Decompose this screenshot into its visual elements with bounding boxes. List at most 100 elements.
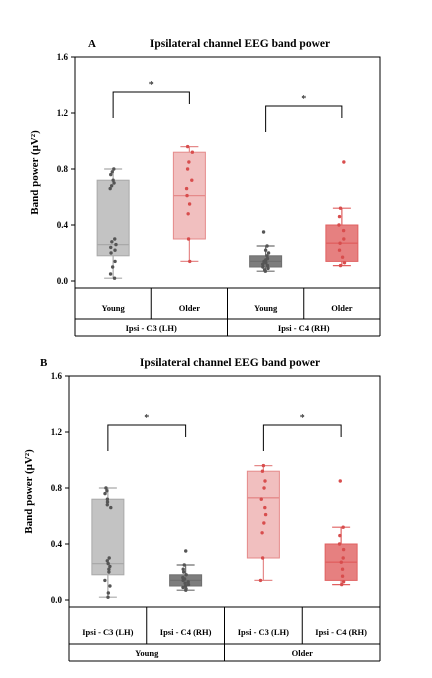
data-point bbox=[266, 251, 271, 255]
data-point bbox=[338, 533, 342, 538]
data-point bbox=[186, 212, 190, 216]
y-tick-label: 0.8 bbox=[51, 483, 63, 493]
chart-title: Ipsilateral channel EEG band power bbox=[150, 38, 330, 50]
data-point bbox=[263, 512, 268, 517]
data-point bbox=[185, 193, 189, 198]
data-point bbox=[265, 254, 269, 258]
data-point bbox=[109, 505, 113, 510]
box-group bbox=[324, 479, 358, 587]
data-point bbox=[260, 469, 265, 473]
data-point bbox=[181, 567, 185, 571]
data-point bbox=[104, 486, 108, 490]
data-point bbox=[112, 167, 116, 171]
data-point bbox=[113, 248, 117, 252]
data-point bbox=[187, 160, 191, 164]
data-point bbox=[109, 184, 114, 188]
data-point bbox=[260, 531, 264, 535]
data-point bbox=[263, 248, 268, 252]
data-point bbox=[181, 575, 185, 580]
data-point bbox=[105, 559, 109, 563]
data-point bbox=[184, 573, 188, 577]
data-point bbox=[186, 580, 190, 584]
data-point bbox=[342, 261, 347, 265]
category-label: Young bbox=[254, 303, 278, 313]
category-label: Ipsi - C3 (LH) bbox=[82, 627, 133, 637]
data-point bbox=[184, 587, 188, 591]
category-label: Older bbox=[179, 303, 200, 313]
data-point bbox=[110, 265, 115, 269]
data-point bbox=[103, 491, 107, 496]
data-point bbox=[108, 272, 113, 276]
data-point bbox=[342, 160, 346, 164]
data-point bbox=[184, 549, 188, 553]
data-point bbox=[114, 242, 118, 247]
y-tick-label: 0.4 bbox=[57, 220, 69, 230]
data-point bbox=[261, 463, 266, 468]
data-point bbox=[339, 560, 343, 564]
data-point bbox=[106, 591, 111, 595]
data-point bbox=[109, 251, 113, 255]
data-point bbox=[265, 244, 269, 248]
y-tick-label: 1.6 bbox=[51, 371, 63, 381]
y-tick-label: 1.2 bbox=[57, 108, 69, 118]
data-point bbox=[261, 230, 266, 234]
box-group bbox=[169, 549, 203, 592]
data-point bbox=[340, 255, 345, 259]
data-point bbox=[108, 584, 112, 588]
data-point bbox=[339, 582, 344, 587]
significance-star: * bbox=[301, 94, 306, 105]
data-point bbox=[338, 263, 343, 268]
y-tick-label: 0.8 bbox=[57, 164, 69, 174]
box-group bbox=[246, 463, 280, 583]
data-point bbox=[337, 248, 342, 252]
data-point bbox=[263, 479, 267, 483]
box-group bbox=[172, 144, 206, 264]
data-point bbox=[109, 172, 113, 177]
group-label: Ipsi - C4 (RH) bbox=[278, 323, 330, 333]
data-point bbox=[263, 505, 267, 510]
data-point bbox=[106, 595, 110, 599]
data-point bbox=[262, 486, 266, 490]
data-point bbox=[266, 266, 270, 271]
significance-bracket bbox=[107, 424, 187, 451]
data-point bbox=[108, 186, 112, 191]
data-point bbox=[341, 228, 346, 233]
data-point bbox=[110, 240, 114, 244]
y-tick-label: 1.2 bbox=[51, 427, 63, 437]
y-axis-label: Band power (μV²) bbox=[29, 130, 41, 215]
group-label: Ipsi - C3 (LH) bbox=[126, 323, 177, 333]
panel-letter: A bbox=[88, 38, 96, 50]
data-point bbox=[262, 521, 266, 525]
data-point bbox=[259, 497, 263, 501]
data-point bbox=[185, 167, 190, 171]
data-point bbox=[260, 556, 265, 560]
data-point bbox=[105, 489, 109, 493]
y-axis-label: Band power (μV²) bbox=[23, 449, 35, 534]
data-point bbox=[112, 276, 117, 280]
data-point bbox=[107, 570, 111, 574]
group-label: Young bbox=[135, 648, 159, 658]
data-point bbox=[107, 567, 111, 571]
data-point bbox=[186, 582, 191, 587]
data-point bbox=[265, 256, 270, 261]
significance-bracket bbox=[265, 105, 343, 132]
data-point bbox=[261, 262, 265, 266]
data-point bbox=[340, 567, 345, 571]
data-point bbox=[112, 181, 116, 185]
data-point bbox=[258, 578, 263, 583]
significance-star: * bbox=[149, 80, 154, 91]
data-point bbox=[105, 497, 110, 501]
data-point bbox=[181, 570, 186, 574]
data-point bbox=[190, 150, 195, 154]
data-point bbox=[342, 237, 346, 241]
data-point bbox=[337, 542, 342, 546]
significance-star: * bbox=[300, 413, 305, 424]
panel-b: B Ipsilateral channel EEG band power 0.0 0.… bbox=[23, 357, 381, 662]
box bbox=[96, 179, 130, 257]
data-point bbox=[341, 547, 346, 552]
data-point bbox=[105, 503, 109, 507]
y-tick-label: 1.6 bbox=[57, 52, 69, 62]
data-point bbox=[181, 585, 185, 590]
category-label: Young bbox=[102, 303, 126, 313]
data-point bbox=[113, 237, 117, 241]
